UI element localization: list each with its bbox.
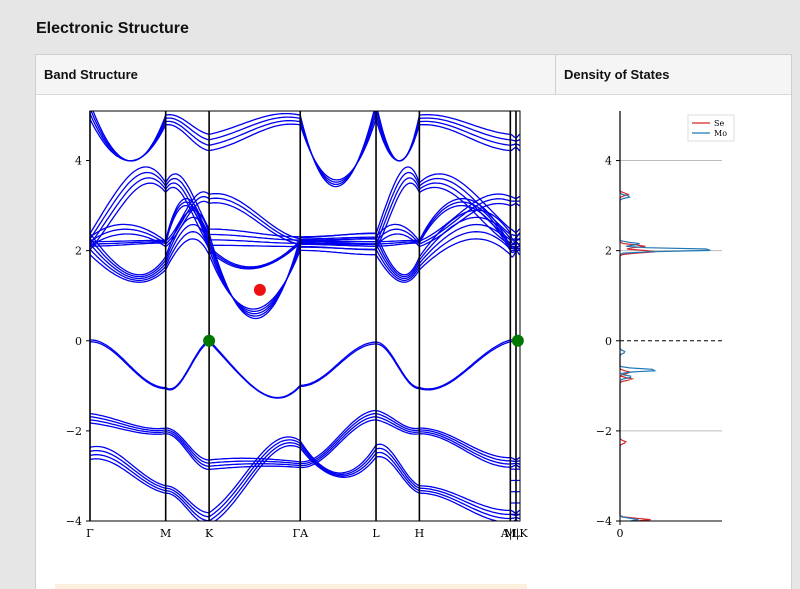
x-tick-label: Γ [86, 527, 94, 540]
card-header: Band Structure Density of States [36, 55, 791, 95]
x-tick-label: H [415, 527, 425, 540]
y-tick-label: 0 [605, 335, 612, 348]
band-line [90, 340, 520, 399]
band-line [90, 444, 519, 521]
band-structure-header: Band Structure [44, 67, 138, 82]
band-line [90, 436, 520, 514]
band-line [90, 216, 520, 317]
legend-box [687, 114, 735, 142]
x-tick-label: L [372, 527, 380, 540]
y-tick-label: −2 [596, 425, 612, 438]
band-line [90, 201, 520, 269]
x-tick-label: 0 [617, 527, 624, 540]
band-line [90, 166, 520, 238]
dos-series-se [619, 111, 656, 522]
dos-series-mo [619, 111, 711, 522]
legend-label: Se [714, 119, 724, 128]
y-tick-label: 2 [75, 245, 82, 258]
legend-label: Mo [714, 129, 727, 138]
vbm-marker [203, 334, 216, 347]
y-tick-label: 0 [75, 335, 82, 348]
y-tick-label: −4 [66, 515, 82, 528]
band-line [90, 177, 520, 246]
x-tick-label: A|L [500, 527, 521, 541]
y-tick-label: 4 [605, 155, 612, 168]
x-tick-label: M|K [504, 527, 528, 541]
y-tick-label: 2 [605, 245, 612, 258]
y-tick-label: 4 [75, 155, 82, 168]
dos-header: Density of States [564, 67, 670, 82]
cbm-marker [253, 283, 266, 296]
band-line [90, 111, 520, 186]
band-lines-group [90, 111, 520, 521]
x-tick-label: ΓA [292, 527, 309, 540]
y-tick-label: −2 [66, 425, 82, 438]
band-line [90, 416, 520, 467]
band-line [90, 197, 520, 268]
y-tick-label: −4 [596, 515, 612, 528]
header-divider [555, 55, 556, 95]
plot-frame [89, 110, 521, 522]
band-line [90, 209, 520, 320]
x-tick-label: M [160, 527, 171, 540]
info-note-strip [55, 584, 527, 589]
x-tick-label: K [205, 527, 214, 540]
band-line [90, 339, 520, 399]
band-line [92, 111, 520, 188]
band-structure-chart: Γ M K ΓA L H A|LM|K −4 −2 0 2 4 [66, 110, 528, 541]
page-title: Electronic Structure [36, 20, 189, 37]
vbm-marker [511, 334, 524, 347]
